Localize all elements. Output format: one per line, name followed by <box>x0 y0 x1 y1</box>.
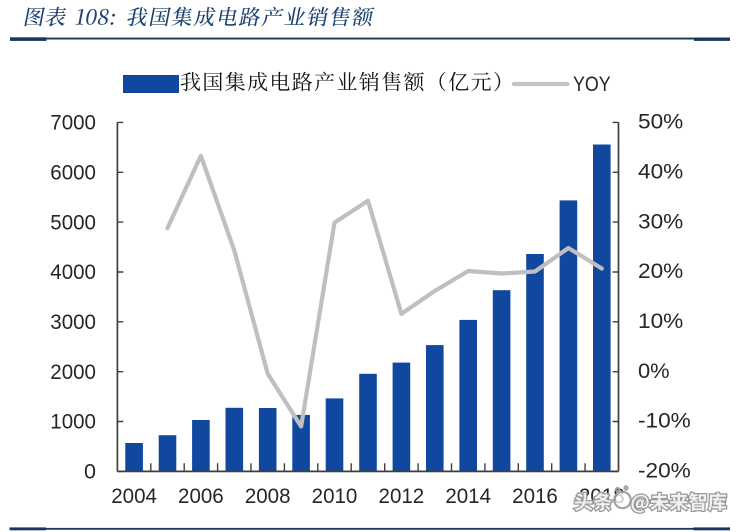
svg-text:2010: 2010 <box>312 484 358 508</box>
svg-text:2008: 2008 <box>245 484 291 508</box>
svg-text:2012: 2012 <box>379 484 425 508</box>
svg-text:2016: 2016 <box>512 484 558 508</box>
svg-text:2004: 2004 <box>111 484 157 508</box>
svg-text:4000: 4000 <box>50 260 96 284</box>
svg-text:30%: 30% <box>638 209 683 233</box>
svg-text:7000: 7000 <box>50 111 96 135</box>
svg-text:20%: 20% <box>638 259 683 283</box>
svg-text:3000: 3000 <box>50 310 96 334</box>
svg-text:YOY: YOY <box>573 72 611 96</box>
svg-text:2000: 2000 <box>50 360 96 384</box>
svg-text:-20%: -20% <box>638 459 691 483</box>
svg-text:2006: 2006 <box>178 484 224 508</box>
svg-text:-10%: -10% <box>638 409 691 433</box>
svg-text:10%: 10% <box>638 309 683 333</box>
svg-text:40%: 40% <box>638 160 683 184</box>
svg-text:6000: 6000 <box>50 161 96 185</box>
svg-text:0%: 0% <box>638 359 670 383</box>
svg-text:5000: 5000 <box>50 210 96 234</box>
svg-text:0: 0 <box>84 460 96 484</box>
svg-text:1000: 1000 <box>50 410 96 434</box>
svg-text:2014: 2014 <box>445 484 491 508</box>
svg-text:50%: 50% <box>638 110 683 134</box>
